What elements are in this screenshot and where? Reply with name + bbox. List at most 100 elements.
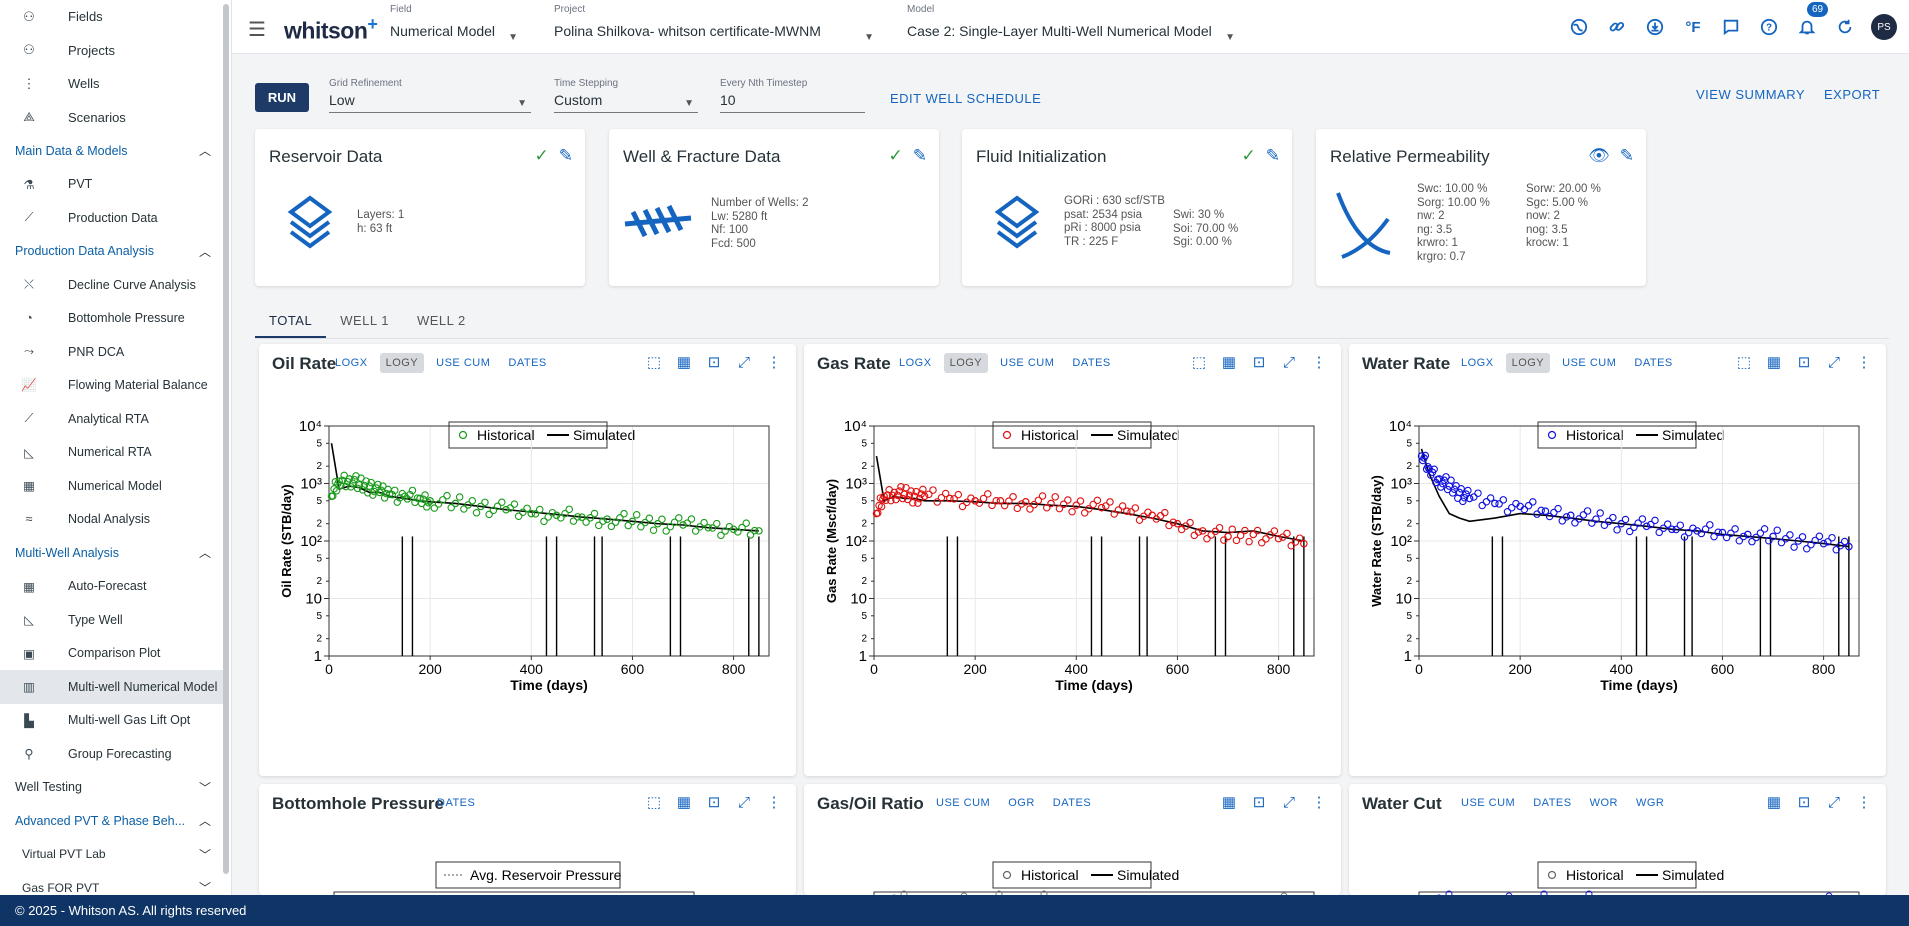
toggle-use-cum[interactable]: USE CUM [1461,797,1516,809]
eye-icon[interactable]: 👁 [1588,146,1610,165]
sidebar-item-group-forecasting[interactable]: ⚲ Group Forecasting [0,737,231,771]
sidebar-item-auto-forecast[interactable]: ▦ Auto-Forecast [0,570,231,604]
toggle-logx[interactable]: LOGX [1461,357,1494,369]
nth-timestep-field[interactable]: Every Nth Timestep 10 [720,78,865,113]
edit-well-schedule-button[interactable]: EDIT WELL SCHEDULE [890,91,1042,106]
sidebar-item-scenarios[interactable]: ⟁ Scenarios [0,101,231,135]
link-icon[interactable] [1605,15,1629,39]
zoom-box-icon[interactable]: ⊡ [1797,354,1811,371]
toggle-use-cum[interactable]: USE CUM [436,357,491,369]
sidebar-section-header[interactable]: Advanced PVT & Phase Beh... ︿ [0,804,231,838]
toggle-dates[interactable]: DATES [1533,797,1572,809]
toggle-wgr[interactable]: WGR [1635,797,1665,809]
lasso-icon[interactable]: ⬚ [646,794,662,811]
download-icon[interactable] [1643,15,1667,39]
toggle-logy[interactable]: LOGY [379,353,425,373]
sidebar-subitem[interactable]: Gas FOR PVT ﹀ [0,871,231,895]
zoom-box-icon[interactable]: ⊡ [1797,794,1811,811]
sidebar-section-header[interactable]: Well Testing ﹀ [0,771,231,805]
well-fracture-card[interactable]: Well & Fracture Data ✓ ✎ Number of Wells:… [609,129,939,286]
tab-well-1[interactable]: WELL 1 [340,313,389,328]
toggle-logx[interactable]: LOGX [335,357,368,369]
sidebar-section-header[interactable]: Main Data & Models ︿ [0,134,231,168]
tab-total[interactable]: TOTAL [255,305,327,338]
field-select[interactable]: Field Numerical Model ▼ [390,4,518,43]
sidebar-item-numerical-model[interactable]: ▦ Numerical Model [0,469,231,503]
toggle-dates[interactable]: DATES [437,797,476,809]
fullscreen-icon[interactable]: ⤢ [1827,353,1840,371]
toggle-dates[interactable]: DATES [1072,357,1111,369]
table-icon[interactable]: ▦ [1221,354,1237,371]
sidebar-scrollbar[interactable] [223,4,229,874]
fullscreen-icon[interactable]: ⤢ [737,353,750,371]
relative-permeability-card[interactable]: Relative Permeability 👁 ✎ Swc: 10.00 % Sor… [1316,129,1646,286]
toggle-use-cum[interactable]: USE CUM [1562,357,1617,369]
sidebar-item-pvt[interactable]: ⚗ PVT [0,168,231,202]
sidebar-item-decline-curve-analysis[interactable]: ⤬ Decline Curve Analysis [0,268,231,302]
bell-icon[interactable]: 69 [1795,2,1829,39]
sidebar-item-bottomhole-pressure[interactable]: ◔ Bottomhole Pressure [0,302,231,336]
more-icon[interactable]: ⋮ [1311,794,1327,811]
sidebar-section-header[interactable]: Production Data Analysis ︿ [0,235,231,269]
help-icon[interactable]: ? [1757,15,1781,39]
whitson-logo[interactable]: whitson+ [284,14,378,45]
sidebar-item-analytical-rta[interactable]: ⟋ Analytical RTA [0,402,231,436]
sidebar-item-nodal-analysis[interactable]: ≈ Nodal Analysis [0,503,231,537]
toggle-ogr[interactable]: OGR [1008,797,1035,809]
globe-icon[interactable] [1567,15,1591,39]
toggle-dates[interactable]: DATES [1052,797,1092,809]
edit-icon[interactable]: ✎ [558,146,573,165]
feedback-icon[interactable] [1719,15,1743,39]
edit-icon[interactable]: ✎ [1619,146,1634,165]
export-button[interactable]: EXPORT [1824,87,1881,102]
zoom-box-icon[interactable]: ⊡ [1252,354,1266,371]
sidebar-item-fields[interactable]: ⚇ Fields [0,0,231,34]
table-icon[interactable]: ▦ [676,354,692,371]
more-icon[interactable]: ⋮ [1311,354,1327,371]
menu-icon[interactable]: ☰ [248,19,266,41]
fluid-initialization-card[interactable]: Fluid Initialization ✓ ✎ GORi : 630 scf/S… [962,129,1292,286]
toggle-logy[interactable]: LOGY [1505,353,1551,373]
more-icon[interactable]: ⋮ [766,794,782,811]
run-button[interactable]: RUN [255,83,309,112]
lasso-icon[interactable]: ⬚ [1191,354,1207,371]
grid-refinement-select[interactable]: Grid Refinement Low ▼ [329,78,531,113]
refresh-icon[interactable] [1833,15,1857,39]
table-icon[interactable]: ▦ [1221,794,1237,811]
project-select[interactable]: Project Polina Shilkova- whitson certifi… [554,4,874,43]
sidebar-item-comparison-plot[interactable]: ▣ Comparison Plot [0,637,231,671]
toggle-logy[interactable]: LOGY [943,353,989,373]
more-icon[interactable]: ⋮ [1856,794,1872,811]
zoom-box-icon[interactable]: ⊡ [1252,794,1266,811]
fullscreen-icon[interactable]: ⤢ [1827,793,1840,811]
sidebar-item-type-well[interactable]: ◺ Type Well [0,603,231,637]
sidebar-item-pnr-dca[interactable]: ⤳ PNR DCA [0,335,231,369]
lasso-icon[interactable]: ⬚ [1736,354,1752,371]
sidebar-item-multi-well-gas-lift-opt[interactable]: ▙ Multi-well Gas Lift Opt [0,704,231,738]
zoom-box-icon[interactable]: ⊡ [707,794,721,811]
toggle-use-cum[interactable]: USE CUM [936,797,991,809]
edit-icon[interactable]: ✎ [1265,146,1280,165]
toggle-use-cum[interactable]: USE CUM [1000,357,1055,369]
edit-icon[interactable]: ✎ [912,146,927,165]
toggle-dates[interactable]: DATES [508,357,547,369]
more-icon[interactable]: ⋮ [1856,354,1872,371]
fullscreen-icon[interactable]: ⤢ [1282,353,1295,371]
table-icon[interactable]: ▦ [1766,354,1782,371]
table-icon[interactable]: ▦ [1766,794,1782,811]
zoom-box-icon[interactable]: ⊡ [707,354,721,371]
tab-well-2[interactable]: WELL 2 [416,313,466,328]
reservoir-data-card[interactable]: Reservoir Data ✓ ✎ Layers: 1 h: 63 ft [255,129,585,286]
units-icon[interactable]: °F [1685,18,1701,36]
time-stepping-select[interactable]: Time Stepping Custom ▼ [554,78,698,113]
fullscreen-icon[interactable]: ⤢ [1282,793,1295,811]
sidebar-subitem[interactable]: Virtual PVT Lab ﹀ [0,838,231,872]
sidebar-section-header[interactable]: Multi-Well Analysis ︿ [0,536,231,570]
sidebar-item-production-data[interactable]: ⟋ Production Data [0,201,231,235]
table-icon[interactable]: ▦ [676,794,692,811]
avatar[interactable]: PS [1871,14,1897,40]
lasso-icon[interactable]: ⬚ [646,354,662,371]
sidebar-item-flowing-material-balance[interactable]: 📈 Flowing Material Balance [0,369,231,403]
sidebar-item-multi-well-numerical-model[interactable]: ▥ Multi-well Numerical Model [0,670,229,704]
sidebar-item-projects[interactable]: ⚇ Projects [0,34,231,68]
